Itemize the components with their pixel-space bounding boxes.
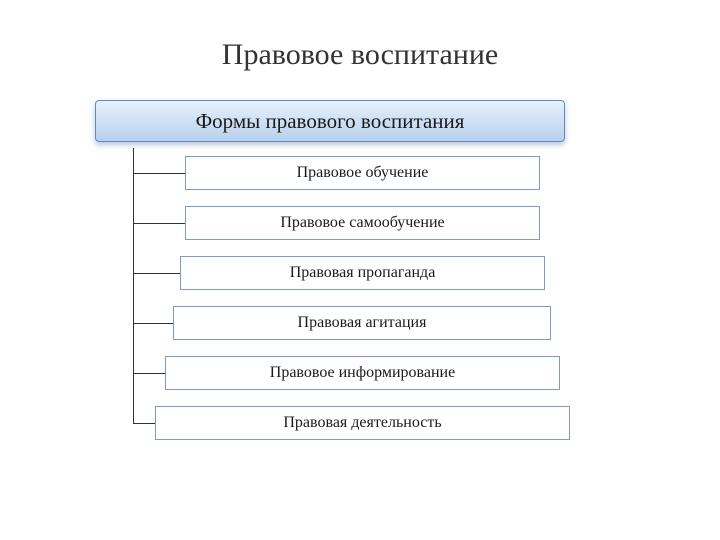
tree-horizontal-connector [133,273,180,274]
tree-item-label: Правовое самообучение [280,214,444,232]
tree-row: Правовая агитация [95,298,615,348]
tree-item-label: Правовая пропаганда [290,264,436,282]
tree-item-box: Правовая пропаганда [180,256,545,290]
header-box: Формы правового воспитания [95,100,565,142]
tree-item-box: Правовая агитация [173,306,551,340]
tree-row: Правовое информирование [95,348,615,398]
tree-item-box: Правовое самообучение [185,206,540,240]
tree-horizontal-connector [133,423,155,424]
tree-item-label: Правовая агитация [298,314,427,332]
tree-area: Правовое обучение Правовое самообучение Пр… [95,148,615,448]
tree-row: Правовое самообучение [95,198,615,248]
tree-horizontal-connector [133,373,165,374]
tree-horizontal-connector [133,173,185,174]
tree-item-box: Правовая деятельность [155,406,570,440]
tree-item-label: Правовое обучение [297,164,429,182]
tree-item-label: Правовое информирование [270,364,455,382]
page-title: Правовое воспитание [0,0,720,72]
diagram-container: Формы правового воспитания Правовое обуч… [95,100,615,448]
tree-item-label: Правовая деятельность [283,414,441,432]
tree-item-box: Правовое информирование [165,356,560,390]
tree-row: Правовое обучение [95,148,615,198]
tree-horizontal-connector [133,323,173,324]
tree-row: Правовая деятельность [95,398,615,448]
tree-row: Правовая пропаганда [95,248,615,298]
tree-horizontal-connector [133,223,185,224]
tree-item-box: Правовое обучение [185,156,540,190]
